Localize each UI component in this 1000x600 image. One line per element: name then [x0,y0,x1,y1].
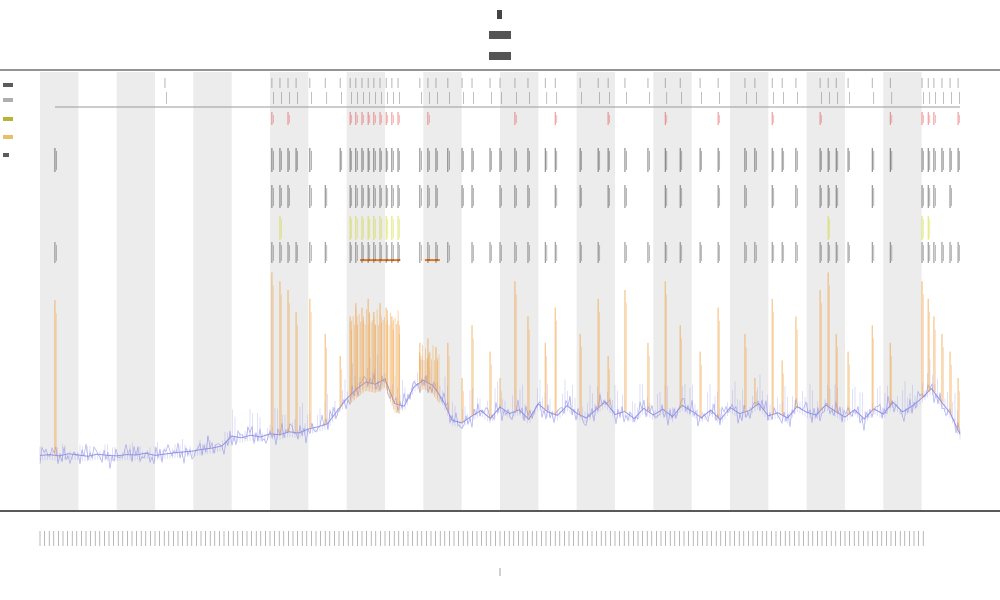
shaded-bands [40,72,922,510]
shaded-band [423,72,462,510]
subtitle-mark [489,31,511,39]
shaded-band [116,72,155,510]
axes [0,69,1000,512]
shaded-band [193,72,232,510]
legend-marker [3,98,13,102]
orange-event-layer [54,259,960,456]
shaded-band [270,72,309,510]
subtitle-mark [489,52,511,60]
event-rows-layer [54,78,960,263]
legend-marker [3,135,13,139]
x-tick-labels [39,531,924,576]
title-mark [497,10,502,19]
shaded-band [653,72,692,510]
shaded-band [883,72,922,510]
shaded-band [730,72,769,510]
legend-marker [3,153,9,157]
shaded-band [346,72,385,510]
shaded-band [40,72,79,510]
legend [3,83,13,157]
legend-marker [3,117,13,121]
shaded-band [806,72,845,510]
shaded-band [576,72,615,510]
shaded-band [500,72,539,510]
chart-title-area [489,10,511,60]
legend-marker [3,83,13,87]
